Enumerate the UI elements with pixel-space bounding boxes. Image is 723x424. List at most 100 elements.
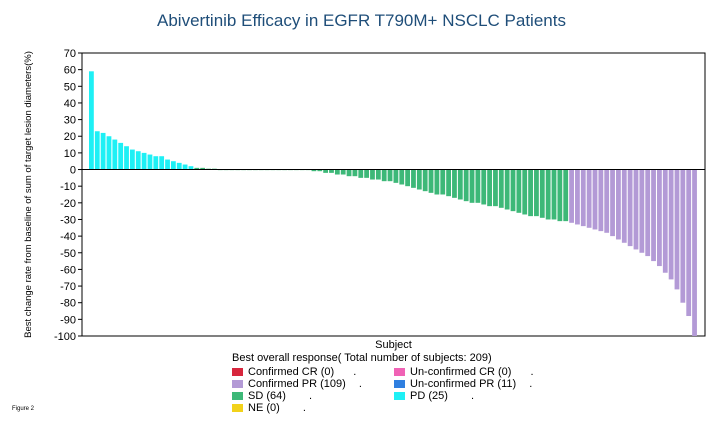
bar <box>657 169 662 267</box>
legend-swatch-sd <box>232 392 243 401</box>
legend-item-confirmed-cr: Confirmed CR (0) . <box>232 366 356 378</box>
legend-item-pd: PD (25) . <box>394 390 474 402</box>
bar <box>411 169 416 188</box>
y-tick-label: 30 <box>64 115 76 127</box>
bar <box>100 132 106 170</box>
bar <box>539 169 545 218</box>
bar <box>422 169 428 192</box>
legend-label: PD (25) <box>410 390 448 402</box>
bar <box>153 156 159 170</box>
bar <box>370 169 375 180</box>
bar <box>124 146 129 170</box>
legend-title: Best overall response( Total number of s… <box>232 352 492 364</box>
bar <box>393 169 399 183</box>
y-tick-label: -90 <box>60 314 76 326</box>
chart-title: Abivertinib Efficacy in EGFR T790M+ NSCL… <box>157 11 566 30</box>
bar <box>375 169 381 180</box>
bar <box>135 151 141 170</box>
bar <box>358 169 364 178</box>
bar <box>334 169 340 175</box>
bar <box>340 169 346 175</box>
bar <box>586 169 592 228</box>
bar <box>621 169 627 243</box>
bar <box>387 169 393 182</box>
bar <box>645 169 651 257</box>
y-tick-label: 50 <box>64 81 76 93</box>
bar <box>481 169 487 205</box>
bar <box>516 169 522 213</box>
bar <box>129 149 135 170</box>
bar <box>487 169 492 207</box>
bar <box>551 169 557 220</box>
bar <box>194 167 200 170</box>
bar <box>463 169 469 202</box>
bar <box>610 169 615 237</box>
bar <box>176 162 182 170</box>
legend-swatch-unconfirmed-pr <box>394 380 405 389</box>
bar <box>475 169 481 203</box>
bar <box>674 169 680 290</box>
bar <box>510 169 516 212</box>
bar <box>692 169 697 336</box>
bar <box>188 166 194 170</box>
bar <box>545 169 551 220</box>
bar <box>346 169 352 177</box>
bar <box>457 169 463 200</box>
legend-label: Un-confirmed CR (0) <box>410 366 512 378</box>
legend-item-ne: NE (0) . <box>232 402 306 414</box>
legend-label: NE (0) <box>248 402 280 414</box>
bar <box>147 154 153 170</box>
bar <box>452 169 457 198</box>
bar <box>598 169 604 232</box>
bar <box>686 169 692 317</box>
bar <box>182 164 188 170</box>
bar <box>165 159 170 170</box>
bar <box>575 169 580 225</box>
bar <box>639 169 645 253</box>
y-tick-label: 0 <box>70 165 76 177</box>
bar <box>416 169 422 190</box>
bar <box>504 169 510 210</box>
bar <box>352 169 358 177</box>
bar <box>434 169 440 195</box>
legend-swatch-unconfirmed-cr <box>394 368 405 377</box>
bar <box>311 169 317 172</box>
y-tick-label: 40 <box>64 98 76 110</box>
y-tick-label: -30 <box>60 214 76 226</box>
bar <box>323 169 329 173</box>
bar <box>112 139 118 170</box>
bar <box>381 169 387 182</box>
bar <box>616 169 621 240</box>
bar <box>604 169 610 233</box>
bar <box>534 169 539 217</box>
bar <box>493 169 498 207</box>
bar <box>399 169 405 185</box>
bar <box>364 169 370 178</box>
bar <box>329 169 334 173</box>
bar <box>141 152 147 170</box>
y-tick-label: -20 <box>60 198 76 210</box>
legend-swatch-confirmed-pr <box>232 380 243 389</box>
bar <box>170 161 176 170</box>
y-tick-label: -80 <box>60 298 76 310</box>
y-tick-label: -60 <box>60 264 76 276</box>
bar <box>428 169 434 193</box>
y-tick-label: 70 <box>64 48 76 60</box>
bar <box>651 169 656 262</box>
bar <box>528 169 533 217</box>
bar <box>627 169 633 247</box>
bar <box>317 169 323 172</box>
legend-label: Confirmed PR (109) <box>248 378 346 390</box>
legend-swatch-pd <box>394 392 405 401</box>
bar <box>580 169 586 227</box>
bar <box>106 136 112 170</box>
bar <box>633 169 639 250</box>
legend-label: Un-confirmed PR (11) <box>410 378 517 390</box>
y-tick-label: 60 <box>64 65 76 77</box>
y-tick-label: 20 <box>64 131 76 143</box>
x-axis-label: Subject <box>375 339 412 351</box>
y-tick-label: -10 <box>60 181 76 193</box>
y-axis-label: Best change rate from baseline of sum of… <box>23 51 34 338</box>
figure-label: Figure 2 <box>12 406 35 412</box>
